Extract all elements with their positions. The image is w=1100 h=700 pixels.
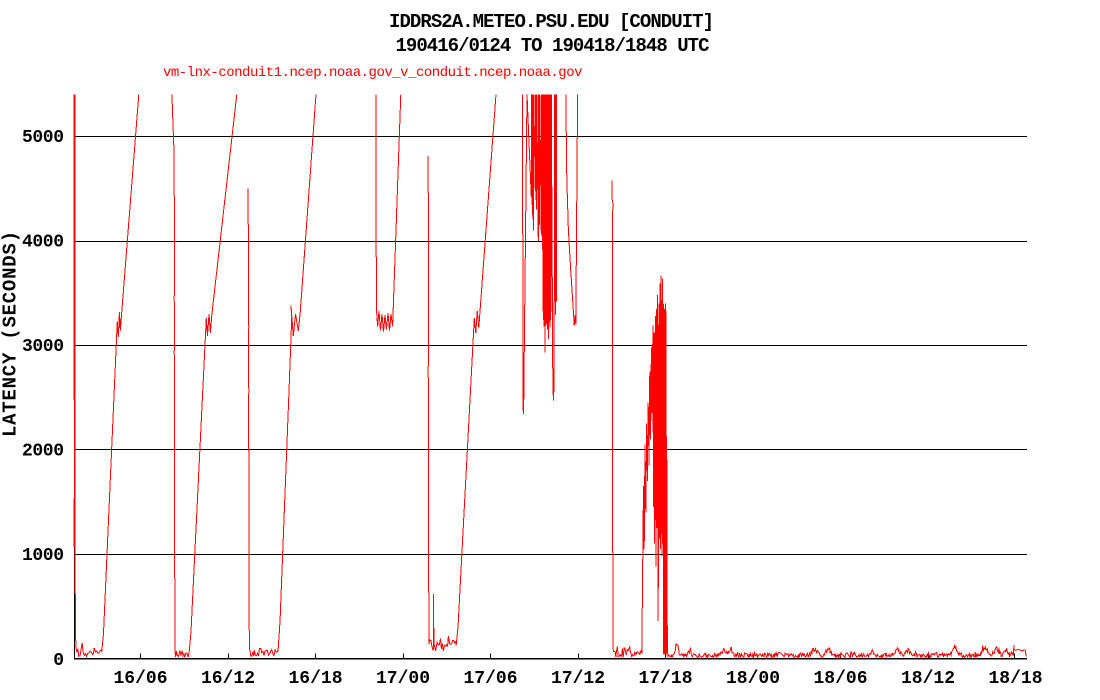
svg-text:16/06: 16/06 <box>114 669 168 689</box>
svg-text:17/18: 17/18 <box>639 669 693 689</box>
svg-text:16/12: 16/12 <box>201 669 255 689</box>
svg-text:18/00: 18/00 <box>726 669 780 689</box>
svg-text:17/00: 17/00 <box>376 669 430 689</box>
svg-text:190416/0124 TO 190418/1848 UTC: 190416/0124 TO 190418/1848 UTC <box>396 35 710 57</box>
svg-text:17/12: 17/12 <box>551 669 605 689</box>
svg-text:5000: 5000 <box>22 128 64 148</box>
svg-text:18/12: 18/12 <box>901 669 955 689</box>
svg-text:2000: 2000 <box>22 442 64 462</box>
svg-text:4000: 4000 <box>22 233 64 253</box>
svg-text:0: 0 <box>53 651 64 671</box>
svg-text:LATENCY (SECONDS): LATENCY (SECONDS) <box>0 231 22 437</box>
svg-text:17/06: 17/06 <box>464 669 518 689</box>
svg-text:1000: 1000 <box>22 546 64 566</box>
svg-text:3000: 3000 <box>22 337 64 357</box>
svg-text:18/18: 18/18 <box>989 669 1043 689</box>
svg-text:vm-lnx-conduit1.ncep.noaa.gov_: vm-lnx-conduit1.ncep.noaa.gov_v_conduit.… <box>163 65 583 81</box>
svg-text:18/06: 18/06 <box>814 669 868 689</box>
svg-text:IDDRS2A.METEO.PSU.EDU [CONDUIT: IDDRS2A.METEO.PSU.EDU [CONDUIT] <box>389 11 714 33</box>
svg-text:16/18: 16/18 <box>289 669 343 689</box>
